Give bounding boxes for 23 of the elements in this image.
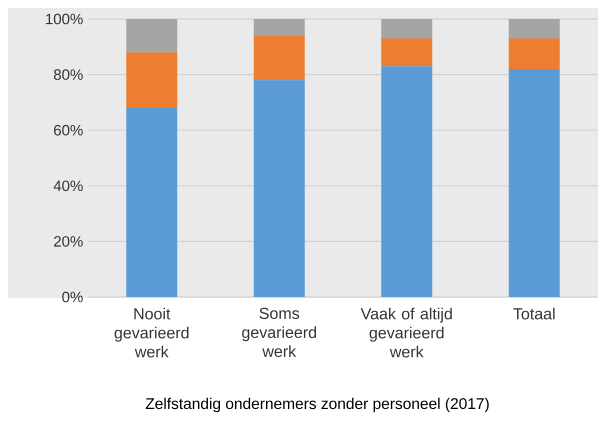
bar [126,108,178,297]
bar [254,80,305,297]
y-tick-label: 60% [54,124,83,136]
x-tick-label: Totaal [513,308,555,320]
bar [381,38,432,66]
bar [254,19,305,36]
y-tick-label: 40% [54,180,83,192]
y-tick-label: 100% [46,14,83,24]
bar [508,19,560,38]
y-tick-label: 0% [62,292,83,302]
x-tick-label: Nooit gevarieerd werk [114,308,188,358]
bar [508,38,560,70]
bar [508,69,560,297]
y-tick-label: 20% [54,236,83,247]
bar [126,52,178,108]
bar [381,19,432,38]
x-tick-label: Vaak of altijd gevarieerd werk [360,308,452,358]
y-tick-label: 80% [54,69,83,80]
bar [381,66,432,297]
bar [254,36,305,80]
x-axis-title: Zelfstandig ondernemers zonder personeel (2017) [146,398,489,412]
bar [126,19,178,52]
x-tick-label: Soms gevarieerd werk [242,308,316,358]
